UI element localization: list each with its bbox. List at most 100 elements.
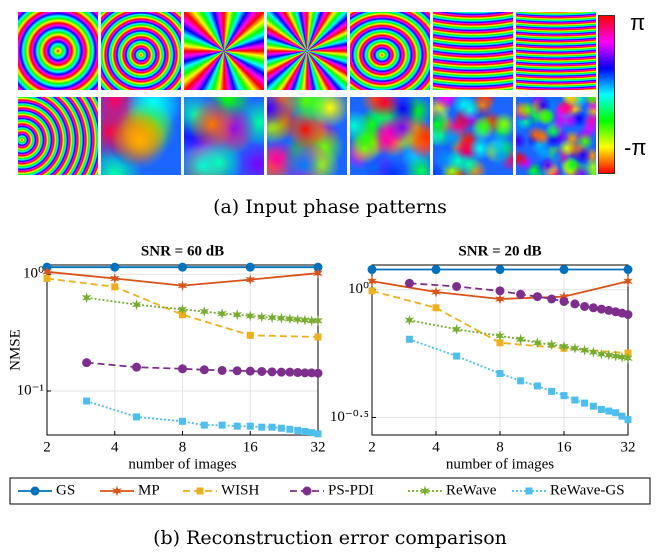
marker: [596, 348, 607, 360]
marker: [245, 274, 255, 286]
marker: [43, 274, 51, 282]
x-tick-label: 2: [43, 439, 51, 455]
marker: [495, 330, 505, 342]
marker: [200, 421, 208, 429]
marker: [420, 485, 430, 497]
marker: [570, 299, 580, 309]
series-line: [86, 400, 319, 435]
marker: [179, 417, 186, 425]
marker: [452, 281, 462, 291]
caption: (a) Input phase patterns: [213, 196, 447, 218]
marker: [431, 286, 441, 298]
marker: [313, 262, 323, 272]
marker: [570, 342, 580, 354]
legend-label: GS: [56, 482, 75, 498]
marker: [42, 266, 52, 278]
marker: [404, 314, 415, 326]
phase-pattern: [18, 12, 98, 90]
marker: [533, 382, 541, 390]
marker: [199, 306, 210, 317]
y-axis-label: NMSE: [7, 329, 23, 371]
marker: [314, 430, 322, 438]
marker: [525, 487, 533, 495]
marker: [532, 292, 542, 302]
marker: [579, 344, 590, 356]
marker: [597, 405, 605, 413]
marker: [495, 286, 505, 296]
marker: [453, 352, 461, 360]
marker: [432, 304, 440, 312]
marker: [405, 335, 413, 343]
marker: [368, 287, 376, 295]
charts: 2 4 8 16 32 10⁻¹ 10⁰ SNR = 60 dB number of image…: [7, 243, 651, 505]
marker: [404, 278, 414, 288]
marker: [308, 429, 316, 437]
marker: [277, 424, 285, 432]
x-tick-label: 16: [243, 439, 259, 455]
x-tick-label: 8: [496, 439, 504, 455]
marker: [617, 351, 627, 363]
marker: [258, 423, 266, 431]
marker: [546, 339, 557, 351]
y-tick-label: 10⁰: [23, 266, 44, 282]
marker: [294, 426, 302, 434]
marker: [245, 262, 255, 272]
x-tick-label: 32: [311, 439, 326, 455]
marker: [604, 305, 614, 315]
phase-pattern: [350, 12, 430, 90]
marker: [285, 367, 295, 377]
marker: [233, 422, 241, 430]
y-tick-label: 10⁻¹: [17, 382, 44, 398]
x-tick-label: 4: [111, 439, 119, 455]
marker: [112, 485, 122, 497]
marker: [83, 397, 91, 405]
marker: [581, 399, 589, 407]
marker: [559, 291, 569, 303]
x-tick-label: 4: [432, 439, 440, 455]
marker: [618, 412, 626, 420]
phase-pattern: [184, 12, 264, 90]
marker: [532, 337, 543, 349]
marker: [131, 299, 142, 311]
phase-pattern: [516, 12, 596, 90]
phase-pattern: [433, 12, 513, 90]
marker: [267, 367, 277, 377]
marker: [132, 362, 142, 372]
phase-pattern: [267, 97, 347, 175]
colorbar-min: -π: [624, 135, 647, 160]
legend-label: PS-PDI: [328, 482, 374, 498]
marker: [286, 425, 294, 433]
marker: [571, 396, 579, 404]
marker: [604, 349, 614, 361]
marker: [547, 294, 557, 304]
x-tick-label: 8: [179, 439, 187, 455]
y-tick-label: 10⁻⁰·⁵: [330, 409, 369, 425]
marker: [300, 368, 310, 378]
marker: [292, 314, 303, 325]
marker: [580, 301, 590, 311]
marker: [559, 296, 569, 306]
marker: [218, 421, 226, 429]
marker: [495, 293, 505, 305]
marker: [133, 413, 141, 421]
marker: [548, 387, 556, 395]
marker: [496, 370, 504, 378]
marker: [431, 265, 441, 275]
marker: [110, 262, 120, 272]
marker: [517, 377, 525, 385]
marker: [314, 333, 322, 341]
marker: [623, 352, 633, 364]
marker: [285, 313, 295, 325]
marker: [178, 364, 187, 374]
legend-label: ReWave: [446, 482, 497, 498]
marker: [257, 311, 267, 323]
marker: [245, 366, 255, 376]
marker: [589, 402, 597, 410]
phase-pattern: [433, 97, 513, 175]
marker: [588, 346, 599, 358]
marker: [560, 392, 568, 400]
marker: [495, 265, 505, 275]
phase-pattern: [101, 97, 181, 175]
phase-pattern: [350, 97, 430, 175]
